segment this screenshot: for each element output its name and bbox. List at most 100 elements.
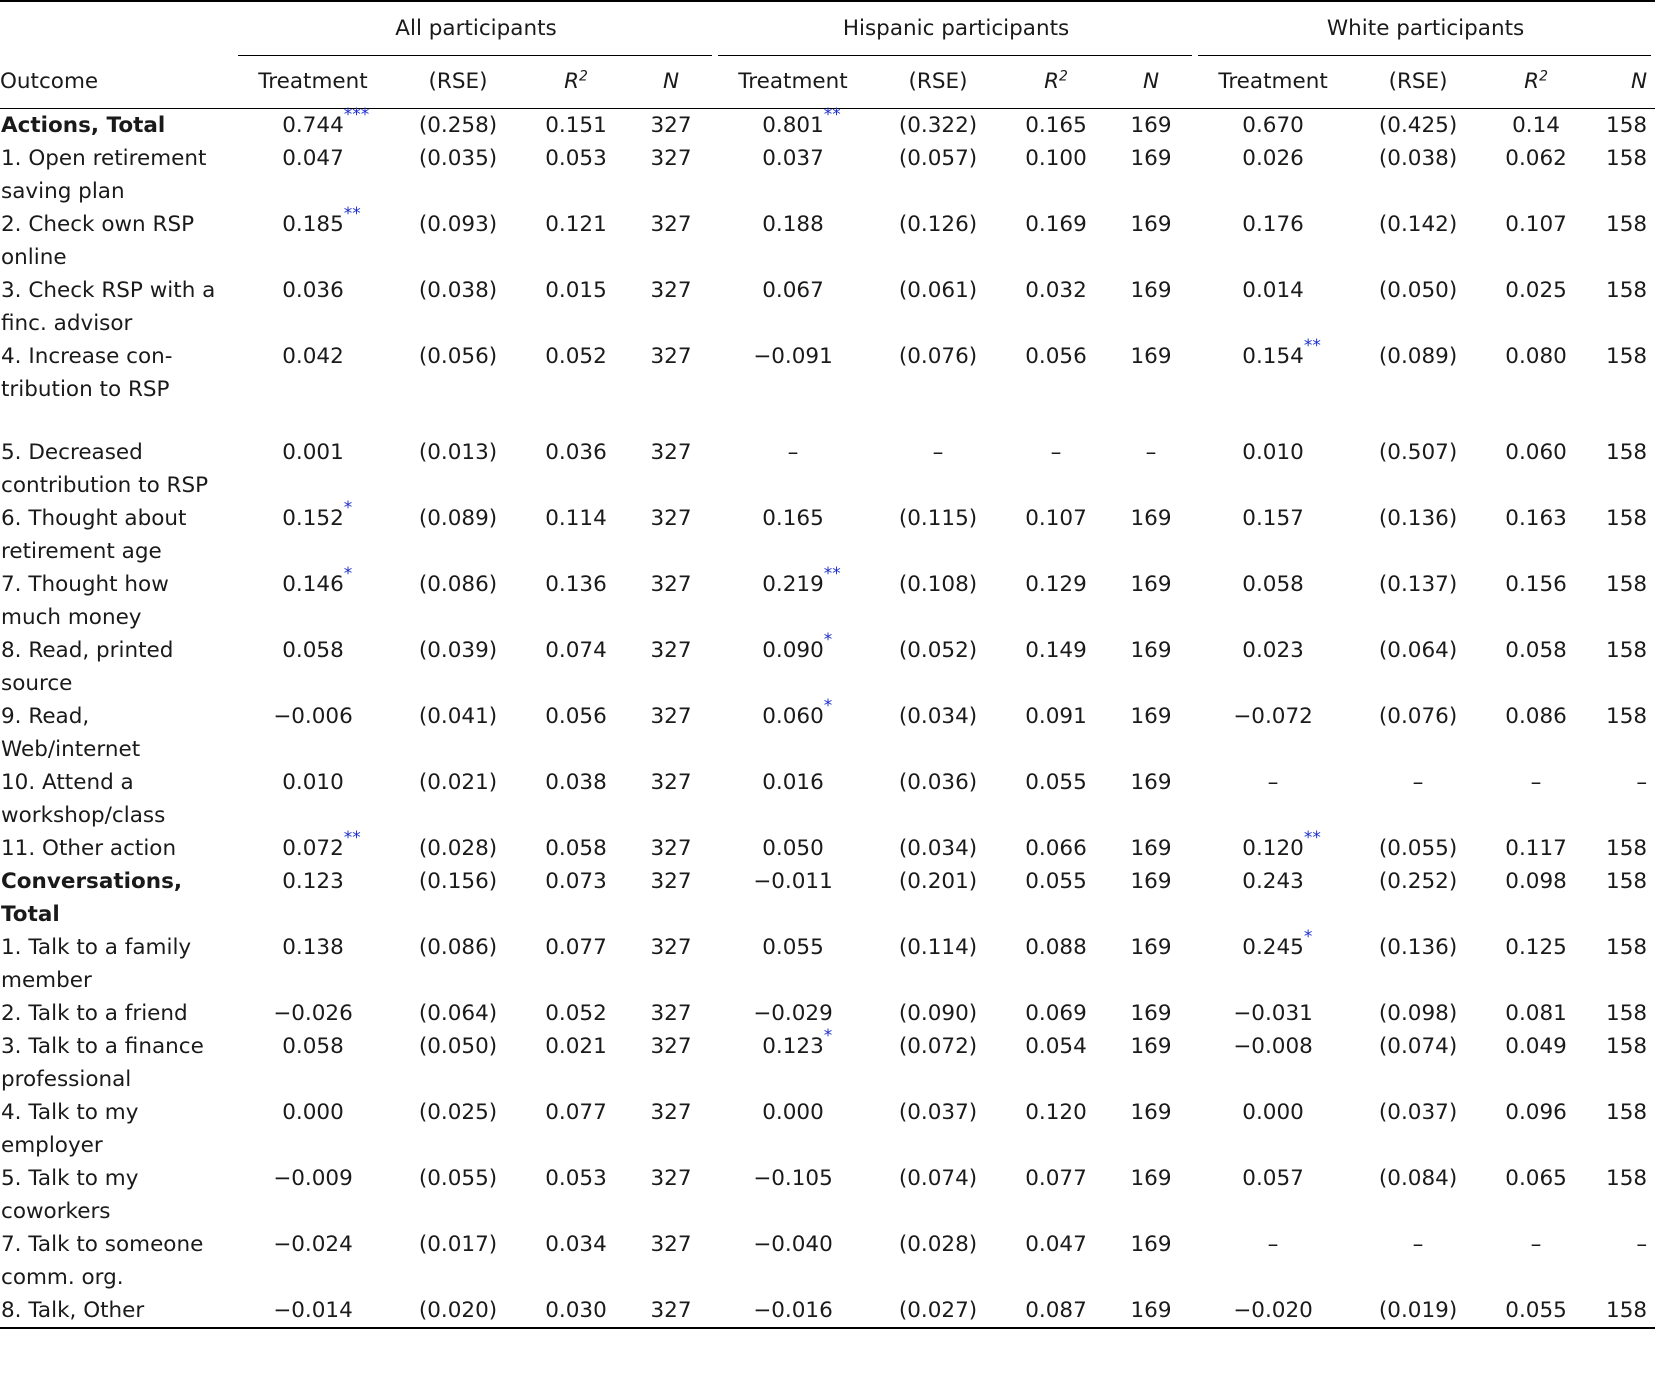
cell-all-treatment: 0.072 **: [236, 830, 390, 865]
cell-all-treatment: 0.138: [236, 931, 390, 997]
cell-value: (0.041): [418, 704, 498, 729]
cell-value: 169: [1130, 869, 1172, 894]
cell-value-wrap: 0.047: [1025, 1228, 1087, 1261]
cell-value-wrap: 327: [650, 634, 691, 667]
cell-value-wrap: (0.137): [1379, 568, 1457, 601]
cell-value: (0.258): [418, 113, 498, 138]
cell-value-wrap: 0.000: [1242, 1096, 1304, 1129]
cell-value-wrap: 158: [1606, 274, 1647, 307]
cell-hispanic-r2: 0.077: [1006, 1162, 1106, 1228]
cell-hispanic-n: 169: [1106, 502, 1196, 568]
cell-hispanic-r2: 0.056: [1006, 340, 1106, 436]
cell-value: 0.026: [1242, 146, 1304, 171]
cell-white-rse: –: [1350, 1228, 1486, 1294]
cell-all-r2: 0.053: [526, 1162, 626, 1228]
cell-white-rse: (0.076): [1350, 700, 1486, 766]
cell-value-wrap: 0.072 **: [282, 830, 361, 865]
cell-value-wrap: −0.026: [273, 997, 353, 1030]
cell-value-wrap: 0.077: [1025, 1162, 1087, 1195]
column-header-treatment: Treatment: [236, 56, 390, 109]
cell-white-n: 158: [1586, 502, 1655, 568]
cell-hispanic-n: 169: [1106, 634, 1196, 700]
cell-value-wrap: 0.054: [1025, 1030, 1087, 1063]
cell-value-wrap: –: [1051, 436, 1062, 469]
cell-hispanic-treatment: 0.050: [716, 832, 870, 865]
cell-value-wrap: 158: [1606, 1096, 1647, 1129]
cell-value-wrap: 0.067: [762, 274, 824, 307]
row-label: 4. Increase con-tribution to RSP: [1, 344, 173, 402]
table-row: 8. Talk, Other −0.014 (0.020) 0.030 327 −0.01…: [0, 1294, 1655, 1328]
cell-all-n: 327: [626, 436, 716, 502]
cell-value-wrap: 327: [650, 1294, 691, 1327]
cell-value: (0.136): [1378, 935, 1458, 960]
cell-hispanic-r2: 0.149: [1006, 634, 1106, 700]
cell-value: 0.156: [1505, 572, 1567, 597]
cell-value-wrap: −0.024: [273, 1228, 353, 1261]
cell-hispanic-treatment: 0.016: [716, 766, 870, 832]
cell-value-wrap: 0.117: [1505, 832, 1567, 865]
r2-superscript: 2: [1059, 68, 1068, 85]
cell-hispanic-rse: (0.108): [870, 568, 1006, 634]
cell-all-n: 327: [626, 142, 716, 208]
cell-value: (0.038): [1378, 146, 1458, 171]
cell-hispanic-treatment: 0.123 *: [716, 1028, 870, 1096]
cell-value: (0.156): [418, 869, 498, 894]
cell-value: –: [1050, 440, 1062, 465]
cell-value-wrap: (0.074): [899, 1162, 977, 1195]
cell-value-wrap: 0.052: [545, 340, 607, 373]
column-header-rse: (RSE): [870, 56, 1006, 109]
cell-all-r2: 0.030: [526, 1294, 626, 1328]
cell-all-r2: 0.058: [526, 832, 626, 865]
cell-hispanic-n: 169: [1106, 208, 1196, 274]
cell-value: (0.074): [898, 1166, 978, 1191]
cell-all-n: 327: [626, 1096, 716, 1162]
cell-value-wrap: 0.245 *: [1242, 929, 1312, 964]
cell-value: 327: [650, 1034, 692, 1059]
cell-white-n: –: [1586, 766, 1655, 832]
cell-hispanic-n: 169: [1106, 1228, 1196, 1294]
cell-hispanic-treatment: −0.011: [716, 865, 870, 931]
cell-value: 169: [1130, 1001, 1172, 1026]
cell-value: 0.077: [1025, 1166, 1087, 1191]
cell-all-r2: 0.073: [526, 865, 626, 931]
cell-value-wrap: 0.010: [1242, 436, 1304, 469]
cell-white-r2: 0.14: [1486, 109, 1586, 143]
r2-superscript: 2: [579, 68, 588, 85]
cell-value-wrap: (0.038): [419, 274, 497, 307]
cell-value-wrap: 0.052: [545, 997, 607, 1030]
cell-all-rse: (0.093): [390, 208, 526, 274]
cell-value: (0.322): [898, 113, 978, 138]
cell-value: –: [1267, 770, 1279, 795]
cell-value: 169: [1130, 113, 1172, 138]
cell-value: 0.000: [762, 1100, 824, 1125]
cell-value-wrap: (0.039): [419, 634, 497, 667]
cell-value: −0.006: [273, 704, 353, 729]
cell-value: 169: [1130, 836, 1172, 861]
cell-value: 169: [1130, 278, 1172, 303]
cell-value-wrap: 327: [650, 340, 691, 373]
column-header-rse: (RSE): [390, 56, 526, 109]
cell-value-wrap: (0.021): [419, 766, 497, 799]
cell-value-wrap: 0.154 **: [1242, 338, 1321, 373]
cell-value-wrap: 0.073: [545, 865, 607, 898]
cell-value: (0.093): [418, 212, 498, 237]
cell-all-r2: 0.121: [526, 208, 626, 274]
cell-value-wrap: (0.034): [899, 700, 977, 733]
cell-value: 169: [1130, 770, 1172, 795]
cell-value-wrap: 0.129: [1025, 568, 1087, 601]
cell-all-treatment: 0.042: [236, 340, 390, 436]
cell-white-n: 158: [1586, 1030, 1655, 1096]
row-label: 11. Other action: [1, 836, 177, 861]
cell-hispanic-rse: (0.114): [870, 931, 1006, 997]
cell-hispanic-treatment: 0.067: [716, 274, 870, 340]
cell-all-rse: (0.028): [390, 832, 526, 865]
cell-white-r2: 0.060: [1486, 436, 1586, 502]
cell-white-rse: (0.038): [1350, 142, 1486, 208]
cell-white-r2: 0.049: [1486, 1030, 1586, 1096]
table-row: 7. Thought how much money 0.146 * (0.086) 0.…: [0, 566, 1655, 634]
cell-value-wrap: 0.056: [1025, 340, 1087, 373]
table-row: 4. Increase con-tribution to RSP 0.042 (0.…: [0, 338, 1655, 436]
cell-white-n: 158: [1586, 634, 1655, 700]
cell-all-r2: 0.053: [526, 142, 626, 208]
